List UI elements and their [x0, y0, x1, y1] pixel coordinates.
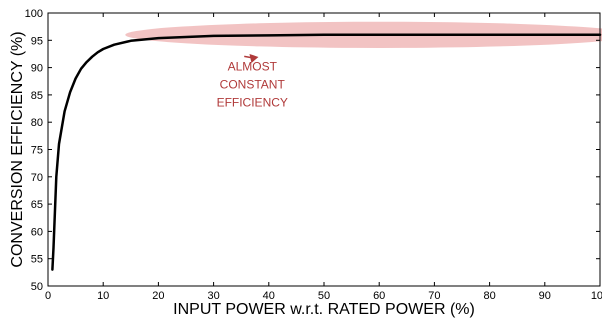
annotation-text-line: CONSTANT [220, 77, 286, 91]
y-tick-label: 65 [31, 199, 43, 211]
annotation-text-line: ALMOST [228, 59, 278, 73]
y-tick-label: 90 [31, 63, 43, 75]
y-axis-label: CONVERSION EFFICIENCY (%) [9, 31, 26, 267]
annotation-arrow-head [249, 53, 259, 63]
y-tick-label: 55 [31, 254, 43, 266]
y-tick-label: 70 [31, 172, 43, 184]
x-tick-label: 90 [539, 290, 551, 302]
y-tick-label: 100 [25, 8, 43, 20]
x-tick-label: 30 [207, 290, 219, 302]
x-tick-label: 60 [373, 290, 385, 302]
x-tick-label: 70 [428, 290, 440, 302]
efficiency-curve-series [51, 33, 602, 271]
x-tick-label: 20 [152, 290, 164, 302]
x-axis-label: INPUT POWER w.r.t. RATED POWER (%) [173, 301, 475, 318]
y-tick-label: 60 [31, 226, 43, 238]
y-tick-label: 85 [31, 90, 43, 102]
x-tick-label: 40 [263, 290, 275, 302]
plot-frame [47, 12, 601, 287]
y-tick-label: 75 [31, 145, 43, 157]
y-tick-label: 95 [31, 35, 43, 47]
y-tick-label: 80 [31, 117, 43, 129]
x-tick-label: 10 [97, 290, 109, 302]
x-tick-label: 50 [318, 290, 330, 302]
y-tick-label: 50 [31, 281, 43, 293]
annotation-text-line: EFFICIENCY [217, 95, 288, 109]
x-tick-label: 0 [45, 290, 51, 302]
x-tick-label: 80 [483, 290, 495, 302]
x-tick-label: 100 [591, 290, 602, 302]
